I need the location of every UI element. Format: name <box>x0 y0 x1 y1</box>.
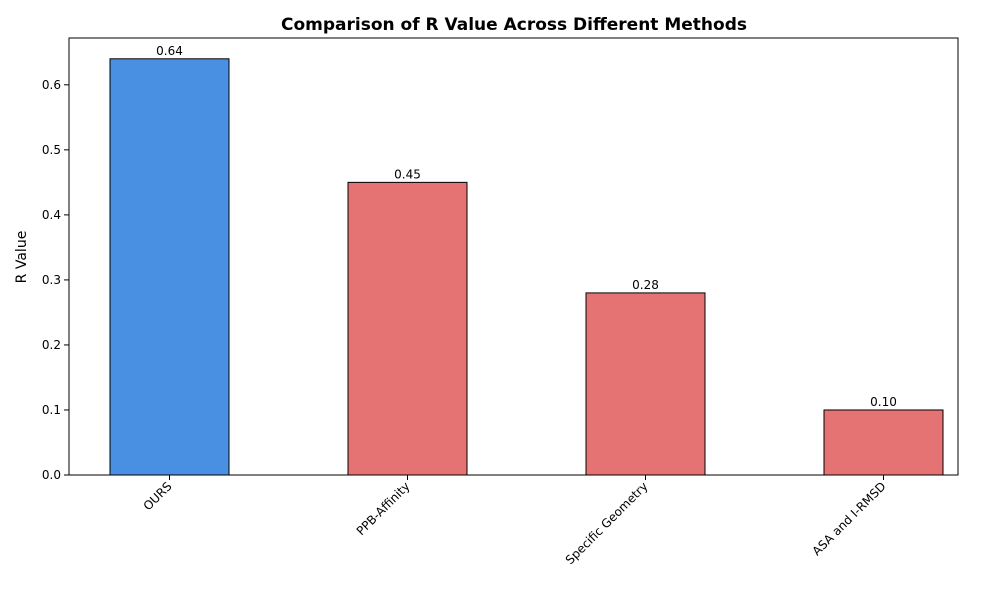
x-axis: OURS PPB-Affinity Specific Geometry ASA and… <box>141 475 889 567</box>
bar-asa-and-i-rmsd <box>823 409 944 476</box>
y-tick-label: 0.2 <box>42 338 61 352</box>
bar-ours <box>109 58 230 476</box>
y-tick-label: 0.3 <box>42 273 61 287</box>
x-tick-label: Specific Geometry <box>563 479 651 567</box>
y-axis: 0.0 0.1 0.2 0.3 0.4 0.5 0.6 <box>42 78 69 482</box>
bar-value-label: 0.45 <box>394 167 421 181</box>
bar-value-label: 0.28 <box>632 278 659 292</box>
x-tick-label: PPB-Affinity <box>354 479 413 538</box>
x-tick-label: ASA and I-RMSD <box>810 479 889 558</box>
y-tick-label: 0.0 <box>42 468 61 482</box>
y-axis-label: R Value <box>14 231 30 284</box>
y-tick-label: 0.4 <box>42 208 61 222</box>
chart-title: Comparison of R Value Across Different M… <box>281 15 747 35</box>
x-tick-label: OURS <box>141 479 175 513</box>
bar-value-label: 0.64 <box>156 44 183 58</box>
bars: 0.64 0.45 0.28 0.10 <box>109 44 944 476</box>
bar-value-label: 0.10 <box>870 395 897 409</box>
y-tick-label: 0.1 <box>42 403 61 417</box>
bar-specific-geometry <box>585 292 706 476</box>
y-tick-label: 0.6 <box>42 78 61 92</box>
plot-frame <box>68 37 959 476</box>
bar-ppb-affinity <box>347 181 468 476</box>
y-tick-label: 0.5 <box>42 143 61 157</box>
